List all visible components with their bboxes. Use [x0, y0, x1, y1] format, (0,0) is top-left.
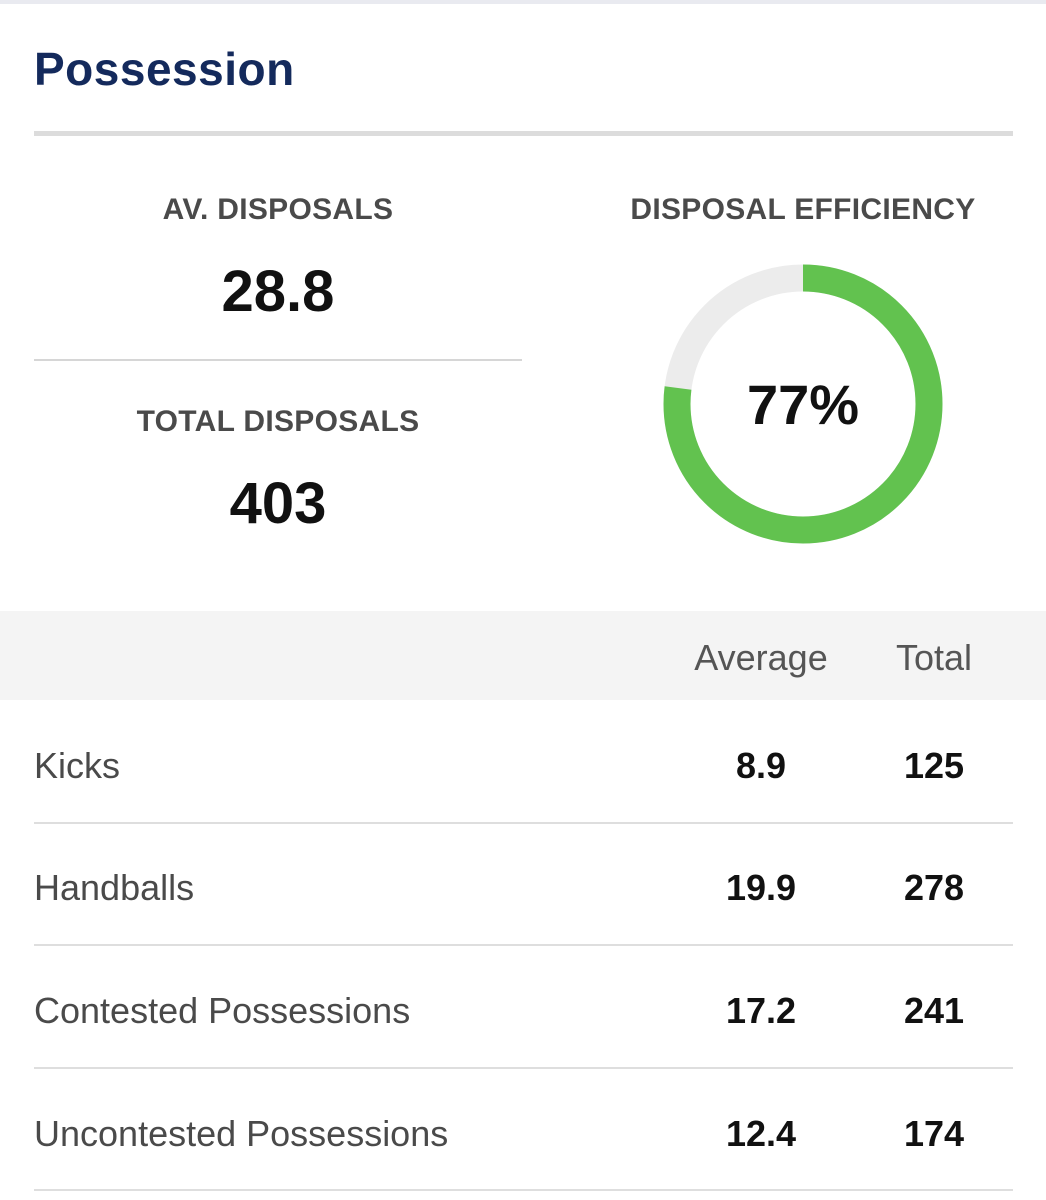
row-total-contested-possessions: 241	[903, 990, 965, 1031]
row-divider	[34, 1189, 1013, 1191]
row-average-uncontested-possessions: 12.4	[725, 1113, 797, 1154]
row-average-contested-possessions: 17.2	[725, 990, 797, 1031]
section-title: Possession	[34, 43, 295, 95]
row-average-kicks: 8.9	[735, 745, 787, 786]
av-disposals-value: 28.8	[221, 259, 335, 324]
row-label-uncontested-possessions: Uncontested Possessions	[34, 1113, 449, 1154]
total-disposals-value: 403	[229, 471, 327, 536]
row-total-kicks: 125	[903, 745, 965, 786]
column-header-average: Average	[694, 637, 828, 678]
top-strip	[0, 0, 1046, 4]
av-disposals-label: AV. DISPOSALS	[162, 193, 394, 226]
table-header	[0, 611, 1046, 700]
title-divider	[34, 131, 1013, 136]
row-average-handballs: 19.9	[725, 867, 797, 908]
row-divider	[34, 944, 1013, 946]
row-divider	[34, 1067, 1013, 1069]
row-label-contested-possessions: Contested Possessions	[34, 990, 411, 1031]
row-divider	[34, 822, 1013, 824]
row-total-uncontested-possessions: 174	[903, 1113, 965, 1154]
column-header-total: Total	[895, 637, 973, 678]
donut-fill	[663, 264, 943, 544]
stats-divider	[34, 359, 522, 361]
row-label-kicks: Kicks	[34, 745, 121, 786]
disposal-efficiency-value: 77%	[746, 372, 860, 436]
disposal-efficiency-donut	[663, 264, 943, 544]
total-disposals-label: TOTAL DISPOSALS	[136, 405, 420, 438]
row-label-handballs: Handballs	[34, 867, 195, 908]
disposal-efficiency-label: DISPOSAL EFFICIENCY	[630, 193, 976, 226]
row-total-handballs: 278	[903, 867, 965, 908]
